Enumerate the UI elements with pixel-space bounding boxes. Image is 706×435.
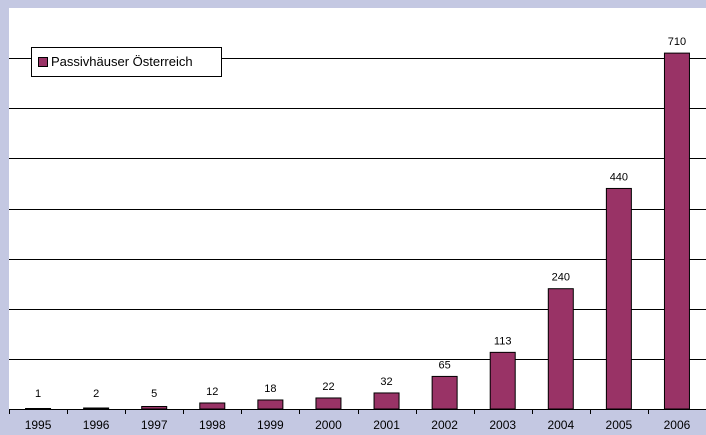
bar bbox=[489, 351, 516, 410]
data-label: 22 bbox=[322, 381, 334, 393]
x-tick-label: 2006 bbox=[664, 418, 691, 432]
bar bbox=[431, 375, 458, 410]
data-label: 710 bbox=[668, 36, 686, 48]
data-label: 32 bbox=[380, 376, 392, 388]
bar bbox=[373, 392, 400, 410]
x-tick-label: 1998 bbox=[199, 418, 226, 432]
data-label: 65 bbox=[439, 359, 451, 371]
legend-box bbox=[31, 47, 222, 77]
x-tick-label: 2001 bbox=[373, 418, 400, 432]
bar bbox=[257, 399, 284, 410]
gridlines bbox=[9, 58, 706, 360]
data-label: 240 bbox=[552, 272, 570, 284]
data-label: 440 bbox=[610, 171, 628, 183]
x-tick-label: 2000 bbox=[315, 418, 342, 432]
bar bbox=[83, 407, 110, 410]
bar bbox=[663, 52, 690, 410]
x-tick-label: 1996 bbox=[83, 418, 110, 432]
bar bbox=[25, 407, 52, 410]
bar bbox=[605, 187, 632, 410]
data-label: 2 bbox=[93, 388, 99, 400]
x-tick-label: 2004 bbox=[547, 418, 574, 432]
x-tick-label: 1997 bbox=[141, 418, 168, 432]
bar bbox=[141, 405, 168, 410]
x-tick-label: 2003 bbox=[489, 418, 516, 432]
data-label: 113 bbox=[494, 335, 512, 347]
bar bbox=[315, 397, 342, 410]
data-label: 18 bbox=[264, 383, 276, 395]
bar bbox=[547, 288, 574, 410]
x-axis: 1995 1996 1997 1998 1999 2000 2001 2002 2003 2004… bbox=[9, 409, 706, 432]
x-tick-label: 1999 bbox=[257, 418, 284, 432]
data-label: 1 bbox=[35, 388, 41, 400]
bar bbox=[199, 402, 226, 410]
x-tick-label: 2002 bbox=[431, 418, 458, 432]
x-tick-label: 1995 bbox=[25, 418, 52, 432]
data-label: 5 bbox=[151, 388, 157, 400]
x-tick-label: 2005 bbox=[606, 418, 633, 432]
data-label: 12 bbox=[206, 386, 218, 398]
